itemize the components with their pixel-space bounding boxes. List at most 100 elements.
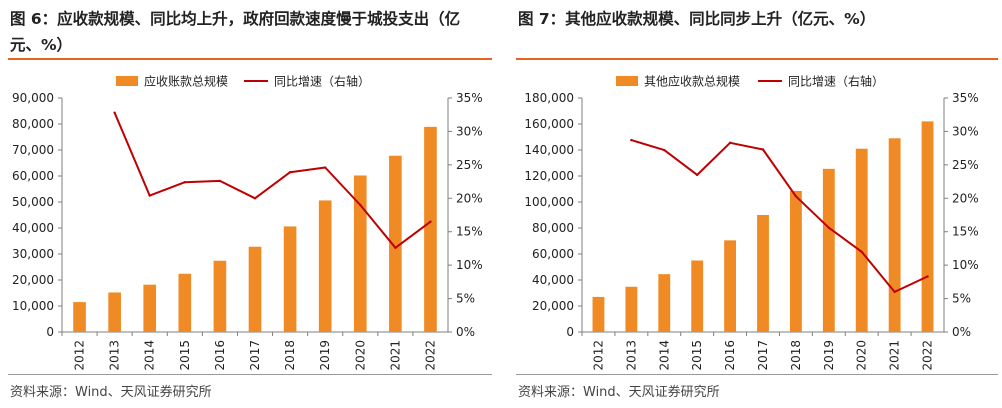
x-axis-tick-label: 2019 <box>822 340 836 371</box>
right-axis-tick-label: 10% <box>952 258 979 272</box>
right-axis-tick-label: 30% <box>456 124 483 138</box>
left-axis-tick-label: 160,000 <box>524 117 574 131</box>
right-axis-tick-label: 15% <box>456 225 483 239</box>
growth-rate-point <box>728 141 732 144</box>
left-axis-tick-label: 30,000 <box>12 247 54 261</box>
right-axis-tick-label: 5% <box>456 292 475 306</box>
growth-rate-point <box>663 148 666 152</box>
bar <box>424 126 437 332</box>
bar <box>789 190 802 332</box>
growth-rate-point <box>148 194 151 197</box>
legend-line-label: 同比增速（右轴） <box>788 74 884 89</box>
growth-rate-line <box>631 139 928 293</box>
growth-rate-point <box>183 181 187 184</box>
growth-rate-points <box>630 138 929 294</box>
growth-rate-line <box>113 112 432 249</box>
bar <box>389 155 402 332</box>
x-axis-tick-label: 2022 <box>423 340 437 371</box>
growth-rate-point <box>394 246 397 249</box>
x-axis-tick-label: 2020 <box>353 340 367 371</box>
growth-rate-points <box>113 111 432 249</box>
bar-series <box>73 126 437 332</box>
growth-rate-point <box>893 290 896 294</box>
left-axis-tick-label: 20,000 <box>532 299 574 313</box>
x-axis-tick-label: 2012 <box>73 340 87 371</box>
growth-rate-point <box>113 111 116 114</box>
growth-rate-point <box>359 203 362 207</box>
left-axis-tick-label: 50,000 <box>12 195 54 209</box>
growth-rate-point <box>253 197 257 200</box>
growth-rate-point <box>630 138 633 142</box>
left-axis-tick-label: 60,000 <box>532 247 574 261</box>
left-axis-tick-label: 20,000 <box>12 273 54 287</box>
right-axis-tick-label: 0% <box>952 325 971 339</box>
figure-7-chart: 其他应收款总规模 同比增速（右轴） 0 20,000 40,000 60,000 80,00… <box>524 74 979 371</box>
right-axis-tick-label: 10% <box>456 258 483 272</box>
legend: 其他应收款总规模 同比增速（右轴） <box>616 74 884 89</box>
left-axis-tick-label: 100,000 <box>524 195 574 209</box>
bar <box>283 226 297 332</box>
figure-6-chart: 应收账款总规模 同比增速（右轴） 0 10,000 20,000 30,000 40,000… <box>12 74 483 371</box>
figure-title: 图 6：应收款规模、同比均上升，政府回款速度慢于城投支出（亿元、%） <box>10 10 461 54</box>
growth-rate-point <box>218 179 222 183</box>
legend-bar-swatch <box>116 76 138 86</box>
bar <box>318 200 332 332</box>
right-axis-tick-label: 0% <box>456 325 475 339</box>
right-axis-tick-label: 15% <box>952 225 979 239</box>
bar <box>108 292 121 332</box>
left-axis: 0 10,000 20,000 30,000 40,000 50,000 60,000 70,… <box>12 91 63 339</box>
x-axis-tick-label: 2017 <box>248 340 262 371</box>
bar-series <box>592 121 934 333</box>
title-divider <box>8 58 492 60</box>
legend-bar-label: 应收账款总规模 <box>144 74 228 89</box>
bar <box>143 284 157 332</box>
bar <box>353 175 367 332</box>
right-axis-tick-label: 20% <box>456 191 483 205</box>
bar <box>691 260 704 332</box>
x-axis-tick-label: 2014 <box>657 340 671 371</box>
right-axis-tick-label: 25% <box>952 158 979 172</box>
left-axis-tick-label: 90,000 <box>12 91 54 105</box>
left-axis: 0 20,000 40,000 60,000 80,000 100,000 120,000 1… <box>524 91 583 339</box>
bar <box>178 273 192 332</box>
bar <box>724 240 737 332</box>
x-axis-tick-label: 2019 <box>318 340 332 371</box>
x-axis-tick-label: 2014 <box>143 340 157 371</box>
left-axis-tick-label: 10,000 <box>12 299 54 313</box>
x-axis-tick-label: 2016 <box>213 340 227 371</box>
left-axis-tick-label: 0 <box>566 325 574 339</box>
left-axis-tick-label: 80,000 <box>532 221 574 235</box>
legend-line-label: 同比增速（右轴） <box>274 74 370 89</box>
growth-rate-point <box>761 148 765 151</box>
bar <box>625 286 638 332</box>
title-divider <box>516 58 998 60</box>
growth-rate-point <box>827 226 831 229</box>
growth-rate-point <box>695 173 699 177</box>
legend-bar-label: 其他应收款总规模 <box>644 74 740 89</box>
left-axis-tick-label: 60,000 <box>12 169 54 183</box>
bar <box>658 274 671 332</box>
legend-bar-swatch <box>616 76 638 86</box>
bar <box>213 260 227 332</box>
right-axis-tick-label: 30% <box>952 124 979 138</box>
x-axis: 2012 2013 2014 2015 2016 2017 2018 2019 2020 2021… <box>581 332 935 371</box>
right-axis-tick-label: 20% <box>952 191 979 205</box>
bar <box>592 296 605 332</box>
left-axis-tick-label: 80,000 <box>12 117 54 131</box>
left-axis-tick-label: 0 <box>46 325 54 339</box>
right-axis-tick-label: 25% <box>456 158 483 172</box>
x-axis-tick-label: 2020 <box>855 340 869 371</box>
right-axis: 0% 5% 10% 15% 20% 25% 30% 35% <box>447 91 483 339</box>
x-axis-tick-label: 2018 <box>283 340 297 371</box>
right-axis-tick-label: 35% <box>952 91 979 105</box>
source-divider <box>8 374 492 375</box>
x-axis-tick-label: 2018 <box>789 340 803 371</box>
x-axis-tick-label: 2016 <box>723 340 737 371</box>
x-axis-tick-label: 2017 <box>756 340 770 371</box>
x-axis-tick-label: 2021 <box>888 340 902 371</box>
x-axis: 2012 2013 2014 2015 2016 2017 2018 2019 2020 2021… <box>61 332 437 371</box>
right-axis: 0% 5% 10% 15% 20% 25% 30% 35% <box>943 91 979 339</box>
x-axis-tick-label: 2021 <box>388 340 402 371</box>
left-axis-tick-label: 140,000 <box>524 143 574 157</box>
x-axis-tick-label: 2015 <box>178 340 192 371</box>
